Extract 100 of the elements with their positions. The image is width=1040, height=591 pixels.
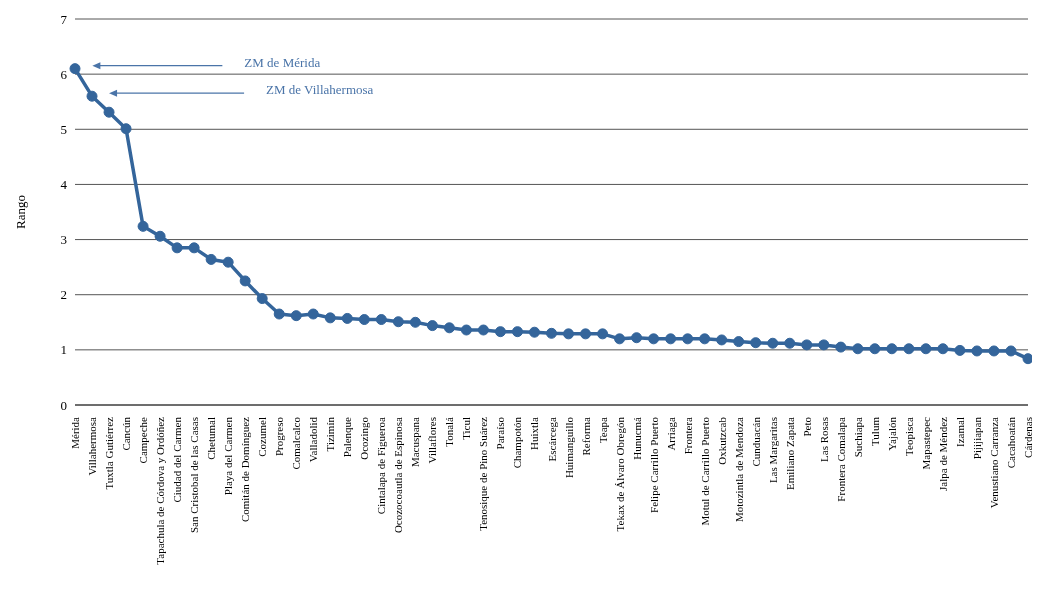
x-tick-label: Ocozingo bbox=[358, 416, 371, 460]
point bbox=[494, 326, 506, 338]
x-tick-label: Peto bbox=[800, 416, 813, 437]
point bbox=[954, 344, 966, 356]
x-tick-label: Frontera Comalapa bbox=[834, 416, 847, 502]
point bbox=[256, 293, 268, 305]
x-tick-label: Tulum bbox=[868, 416, 881, 446]
point bbox=[733, 336, 745, 348]
point bbox=[580, 328, 592, 340]
point bbox=[818, 339, 830, 351]
x-tick-label: Tonalá bbox=[443, 416, 456, 447]
x-tick-label: Teopisca bbox=[902, 416, 915, 456]
annotation: ZM de Villahermosa bbox=[266, 82, 374, 98]
point bbox=[86, 90, 98, 102]
point bbox=[307, 308, 319, 320]
x-tick-label: Tizimín bbox=[324, 416, 337, 452]
point bbox=[409, 316, 421, 328]
x-tick-label: Las Margaritas bbox=[766, 417, 779, 484]
x-tick-label: Las Rosas bbox=[817, 417, 830, 462]
x-tick-label: Ciudad del Carmen bbox=[171, 416, 184, 503]
point bbox=[273, 308, 285, 320]
x-tick-label: Cozumel bbox=[256, 417, 269, 457]
point bbox=[648, 333, 660, 345]
point bbox=[103, 106, 115, 118]
x-tick-label: Paraíso bbox=[494, 416, 507, 450]
point bbox=[154, 230, 166, 242]
point bbox=[801, 339, 813, 351]
point bbox=[665, 333, 677, 345]
point bbox=[750, 337, 762, 349]
x-tick-label: Arriaga bbox=[664, 416, 677, 451]
point bbox=[614, 333, 626, 345]
point bbox=[699, 333, 711, 345]
point bbox=[563, 328, 575, 340]
x-tick-label: Teapa bbox=[596, 416, 609, 444]
point bbox=[546, 327, 557, 339]
point bbox=[988, 345, 1000, 357]
x-tick-label: Chetumal bbox=[205, 417, 218, 460]
y-tick-label: 7 bbox=[60, 11, 68, 27]
x-tick-label: Cintalapa de Figueroa bbox=[375, 416, 388, 515]
x-tick-label: Progreso bbox=[273, 416, 286, 457]
x-tick-label: Hunucmá bbox=[630, 416, 643, 460]
x-tick-label: Cancún bbox=[120, 416, 133, 451]
x-tick-label: Huimanguillo bbox=[562, 416, 575, 479]
x-tick-label: Campeche bbox=[137, 416, 150, 464]
x-tick-label: Izamal bbox=[953, 417, 966, 447]
point bbox=[920, 343, 932, 355]
y-tick-label: 1 bbox=[60, 342, 67, 358]
x-tick-label: Motozintla de Mendoza bbox=[732, 416, 745, 523]
point bbox=[511, 326, 523, 338]
point bbox=[222, 256, 234, 268]
point bbox=[971, 345, 983, 357]
point bbox=[324, 312, 336, 324]
y-axis-title: Rango bbox=[12, 195, 28, 229]
point bbox=[137, 220, 149, 232]
point bbox=[120, 123, 132, 135]
x-tick-label: Reforma bbox=[579, 416, 592, 456]
x-tick-label: Yajalón bbox=[885, 416, 898, 451]
x-tick-label: San Cristobal de las Casas bbox=[188, 417, 201, 534]
x-tick-label: Villahermosa bbox=[86, 416, 99, 476]
y-tick-label: 0 bbox=[60, 397, 67, 413]
point bbox=[341, 312, 353, 324]
x-tick-label: Frontera bbox=[681, 416, 694, 455]
point bbox=[784, 337, 796, 349]
point bbox=[1005, 345, 1017, 357]
point bbox=[682, 333, 694, 345]
y-tick-label: 6 bbox=[60, 66, 68, 82]
point bbox=[392, 316, 404, 328]
x-tick-label: Tekax de Álvaro Obregón bbox=[613, 416, 626, 532]
x-tick-label: Villaflores bbox=[426, 417, 439, 464]
x-tick-label: Cacahoatán bbox=[1004, 416, 1017, 469]
x-tick-label: Jalpa de Méndez bbox=[936, 416, 949, 491]
x-tick-label: Pijijiapan bbox=[970, 416, 983, 460]
x-tick-label: Suchiapa bbox=[851, 416, 864, 458]
point bbox=[239, 275, 251, 287]
point bbox=[443, 322, 455, 334]
point bbox=[171, 242, 183, 254]
point bbox=[852, 343, 864, 355]
x-tick-label: Comalcalco bbox=[290, 416, 303, 470]
x-tick-label: Mérida bbox=[69, 416, 81, 449]
x-tick-label: Macuspana bbox=[409, 416, 422, 468]
x-tick-label: Venustiano Carranza bbox=[987, 416, 1000, 509]
x-tick-label: Escárcega bbox=[545, 416, 558, 462]
x-tick-label: Tenosique de Pino Suárez bbox=[477, 416, 490, 531]
point bbox=[597, 328, 609, 340]
point bbox=[426, 320, 438, 332]
annotation: ZM de Mérida bbox=[244, 54, 321, 70]
x-tick-label: Emiliano Zapata bbox=[783, 416, 796, 490]
point bbox=[767, 337, 779, 349]
x-tick-label: Valladolid bbox=[307, 416, 320, 463]
x-tick-label: Oxkutzcab bbox=[715, 416, 728, 465]
point bbox=[528, 326, 540, 338]
x-tick-label: Tuxtla Gutiérrez bbox=[103, 416, 116, 490]
x-tick-label: Comitán de Domínguez bbox=[239, 416, 252, 523]
y-tick-label: 3 bbox=[60, 232, 67, 248]
x-tick-label: Champotón bbox=[511, 416, 524, 469]
y-tick-label: 2 bbox=[60, 287, 67, 303]
x-tick-label: Tapachula de Córdova y Ordóñez bbox=[154, 416, 167, 565]
point bbox=[903, 343, 915, 355]
point bbox=[188, 242, 200, 254]
x-tick-label: Palenque bbox=[341, 416, 354, 458]
